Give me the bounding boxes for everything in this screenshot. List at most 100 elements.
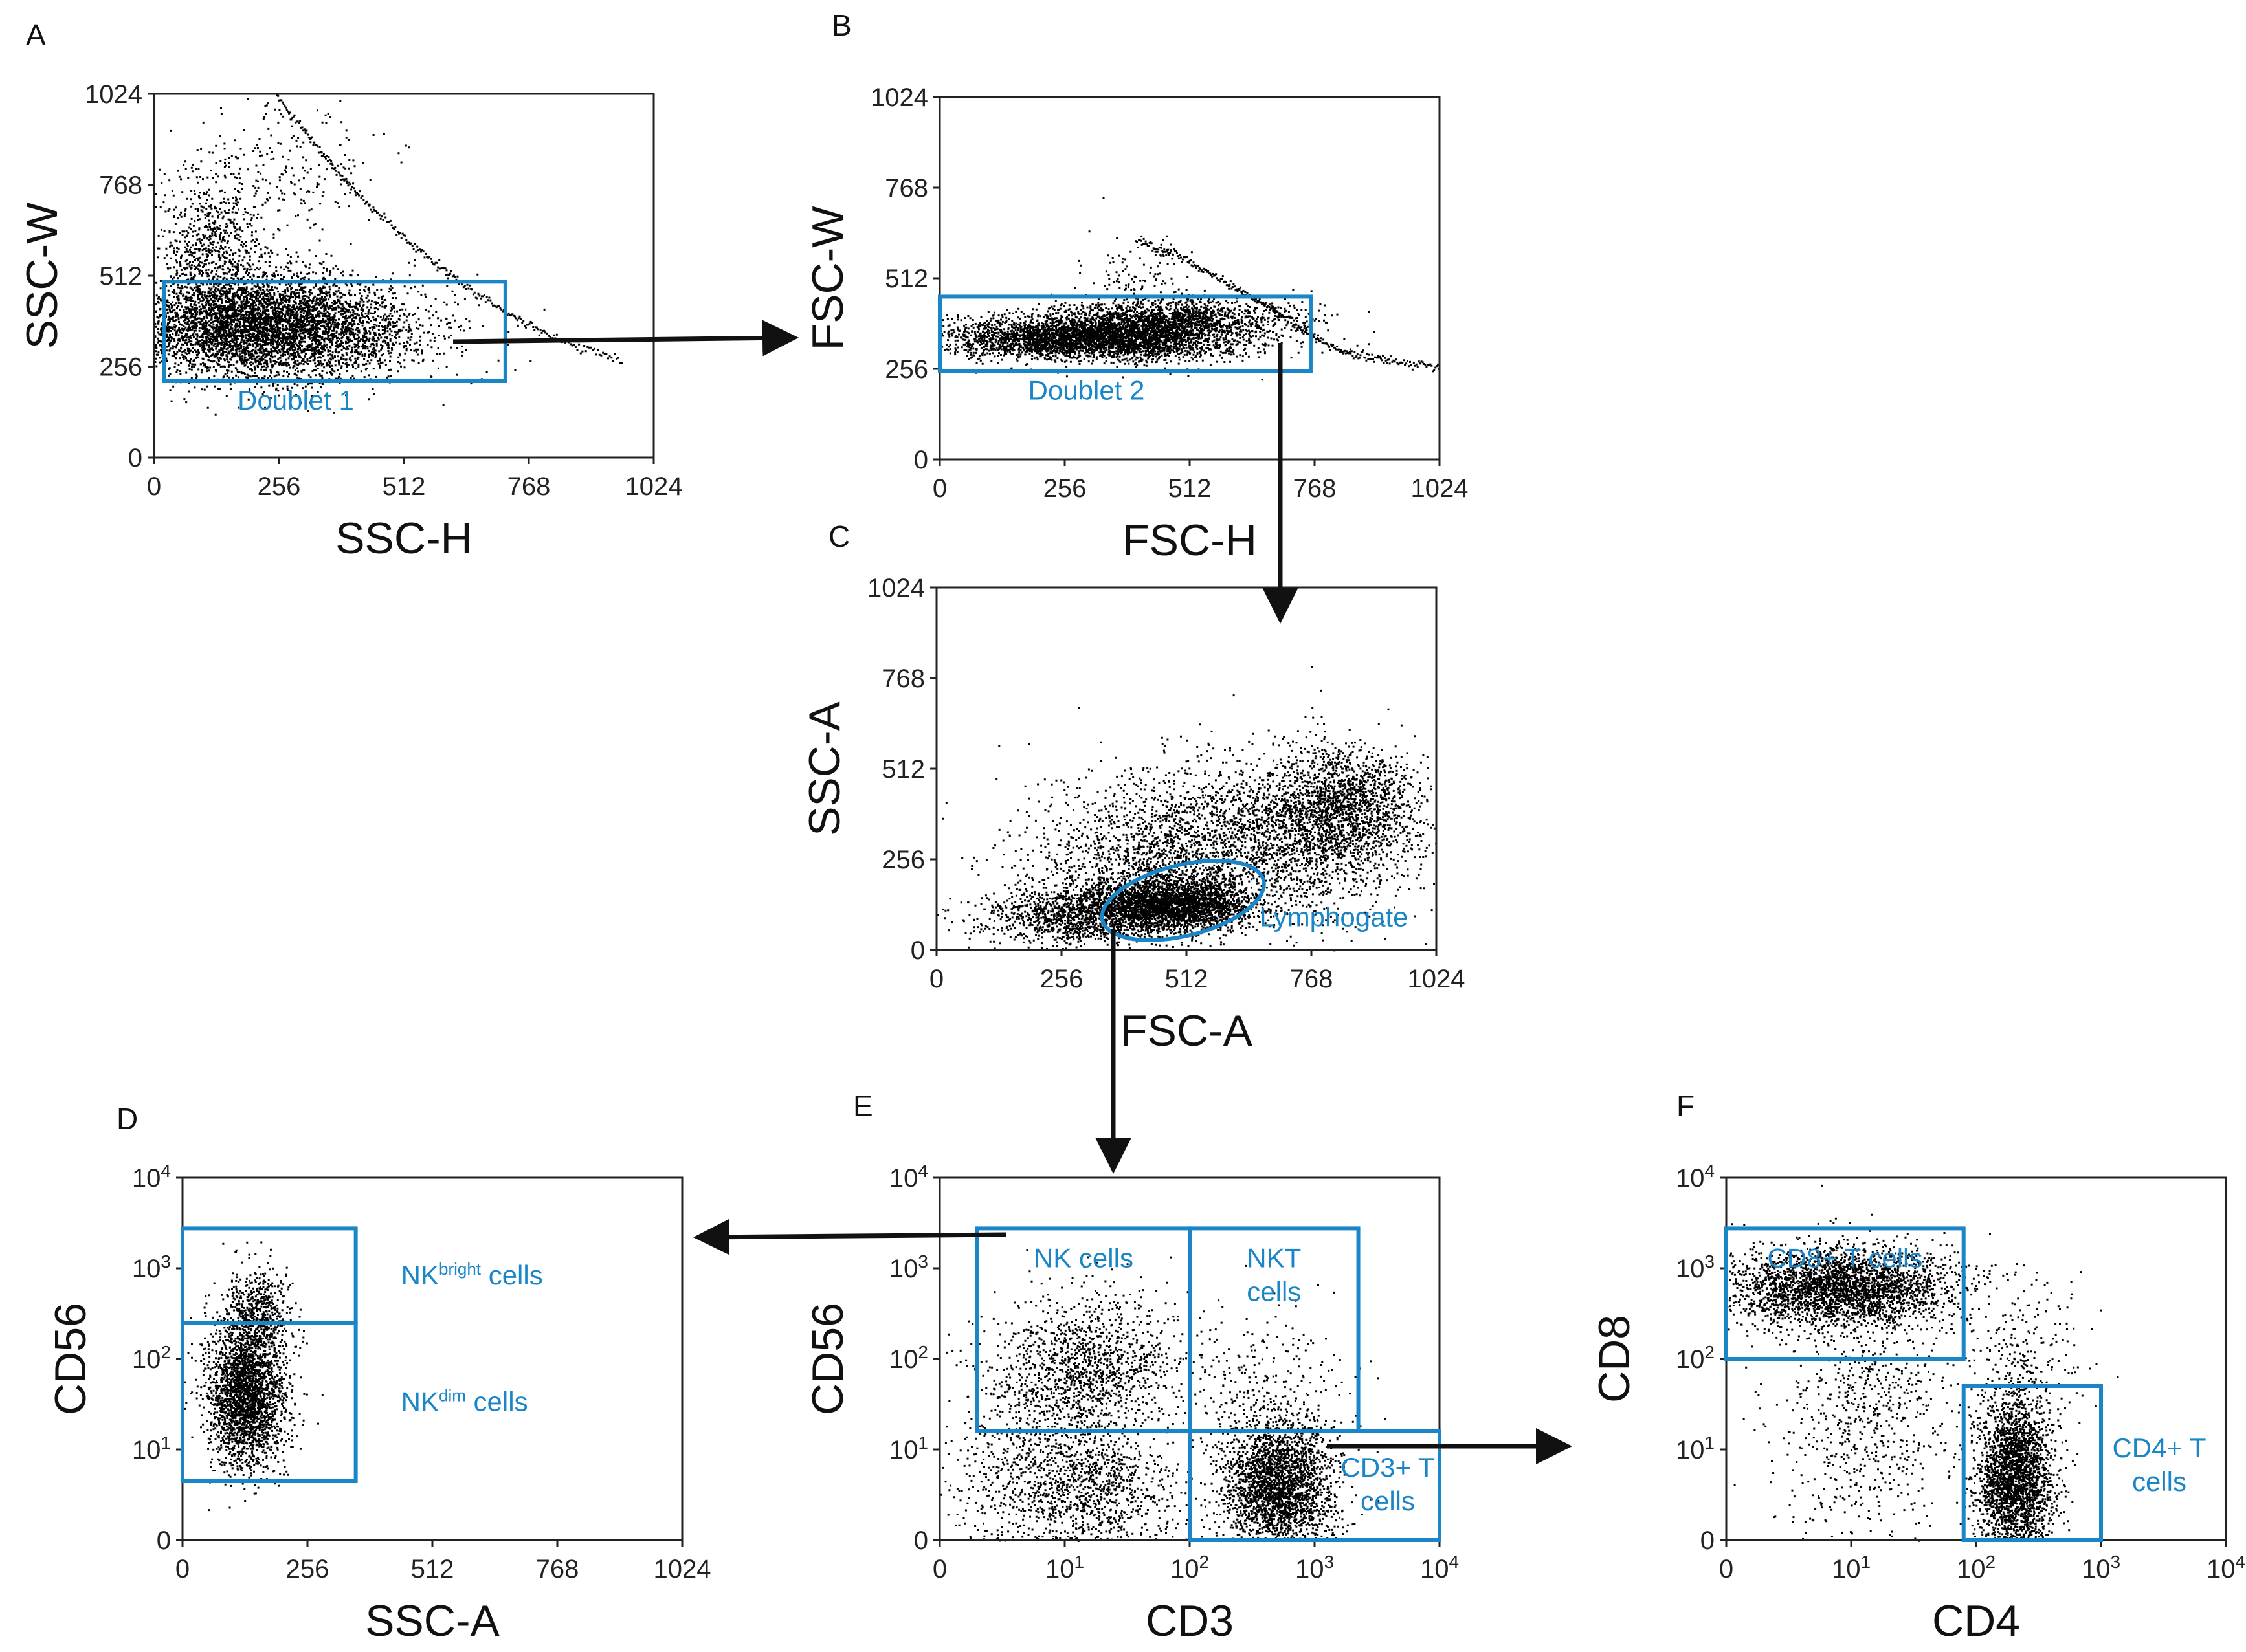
y-tick-label: 512 [99,262,142,291]
panel-a: A 0 256 512 768 1024 0 256 512 768 1024 SSC-H SSC-W D… [17,18,682,563]
panel-d: D 0 256 512 768 1024 0 101 102 103 104 SSC-A CD56 NKb… [46,1102,711,1646]
cluster-dots [1184,1397,1380,1542]
x-axis-title: SSC-H [335,514,473,563]
gate-1: Doublet 1 [162,280,507,415]
y-tick-exponent: 1 [161,1433,171,1453]
ticks: 0 101 102 103 104 0 101 102 103 104 [889,1161,1459,1584]
y-tick-label: 0 [1700,1526,1715,1555]
y-tick-label: 101 [889,1433,928,1465]
x-axis-title: CD3 [1146,1596,1234,1646]
y-tick-exponent: 4 [161,1161,171,1181]
y-tick-label: 1024 [871,83,928,112]
cluster-dots [937,870,1286,951]
gate-box [1188,1429,1441,1542]
gate-box [162,280,507,384]
edge-curve [1135,237,1440,373]
y-tick-label: 103 [1676,1251,1715,1284]
edge-curve-dots [1135,237,1440,373]
x-axis-title: FSC-H [1122,516,1257,565]
cluster-dots [960,694,1435,952]
panel-letter: E [853,1089,873,1123]
cluster-dots [942,749,1425,950]
y-tick-label: 103 [889,1251,928,1284]
x-tick-exponent: 1 [1074,1552,1084,1572]
gate-1: CD8+ T cells [1724,1226,1966,1361]
gate-box [181,1321,358,1483]
cluster-dots [184,1261,324,1512]
y-tick-exponent: 1 [918,1433,928,1453]
scatter-points [184,1241,324,1512]
cluster-2 [155,121,311,401]
cluster-dots [1053,197,1200,322]
cluster-5 [942,749,1425,950]
cluster-dots [946,1256,1224,1491]
cluster-dots [1944,1328,2079,1542]
y-tick-label: 768 [99,171,142,200]
x-tick-label: 256 [258,472,301,501]
gate-label-line: cells [1247,1276,1301,1306]
x-tick-label: 768 [536,1555,579,1583]
gate-label-line: cells [2132,1466,2186,1497]
plot-frame [939,96,1441,461]
gate-label: CD3+ T cells [1340,1452,1434,1516]
y-tick-exponent: 4 [918,1161,928,1181]
y-tick-label: 104 [1676,1161,1715,1193]
panel-letter: B [832,8,852,42]
gate-label: Lymphogate [1260,901,1408,932]
gate-label-line: CD3+ T [1340,1452,1434,1482]
cluster-dots [1733,1184,1970,1542]
y-tick-exponent: 3 [161,1251,171,1272]
x-tick-label: 768 [507,472,551,501]
cluster-4 [1934,1264,2119,1470]
y-axis-title: CD56 [803,1303,852,1415]
y-axis-title: CD8 [1590,1315,1639,1403]
x-tick-exponent: 3 [1324,1552,1334,1572]
gate-label-sup: dim [439,1386,466,1405]
x-tick-label: 0 [933,474,947,503]
y-tick-label: 512 [885,265,928,293]
y-tick-label: 0 [911,936,925,965]
y-tick-exponent: 1 [1704,1433,1715,1453]
x-tick-label: 102 [1170,1552,1209,1584]
gate-1: NKbright cells [181,1226,543,1325]
y-axis-title: CD56 [46,1303,95,1415]
ticks: 0 256 512 768 1024 0 101 102 103 104 [132,1161,711,1584]
ticks: 0 256 512 768 1024 0 256 512 768 1024 [871,83,1468,503]
gate-label-line: cells [1361,1486,1415,1516]
cluster-dots [155,121,311,401]
x-tick-label: 0 [933,1555,947,1583]
cluster-1 [154,230,546,416]
y-tick-label: 512 [882,755,925,784]
x-tick-exponent: 4 [1449,1552,1459,1572]
arrow-a-to-b [452,320,799,357]
panel-letter: F [1676,1089,1695,1123]
x-tick-label: 512 [1165,965,1208,993]
cluster-2 [946,1256,1224,1491]
panel-letter: C [828,520,850,553]
x-tick-label: 768 [1290,965,1333,993]
x-tick-label: 768 [1293,474,1337,503]
gate-label-tail: cells [481,1260,543,1290]
cluster-1 [1184,1397,1380,1542]
cluster-2 [1944,1328,2079,1542]
y-axis-title: SSC-W [17,203,67,349]
cluster-3 [1053,197,1200,322]
gate-box [1724,1226,1966,1361]
gate-label-line: CD4+ T [2112,1433,2206,1463]
y-axis-title: SSC-A [800,701,849,835]
cluster-1 [940,298,1375,381]
scatter-points [937,666,1438,952]
x-tick-exponent: 2 [1985,1552,1996,1572]
y-tick-label: 768 [885,174,928,203]
x-axis-title: CD4 [1932,1596,2020,1646]
cluster-dots [959,1366,1244,1542]
y-tick-label: 256 [885,355,928,384]
x-tick-label: 0 [147,472,161,501]
x-tick-label: 102 [1957,1552,1996,1584]
cluster-dots [154,230,546,416]
x-tick-label: 0 [1719,1555,1733,1583]
y-tick-label: 768 [882,665,925,693]
x-tick-exponent: 4 [2235,1552,2245,1572]
